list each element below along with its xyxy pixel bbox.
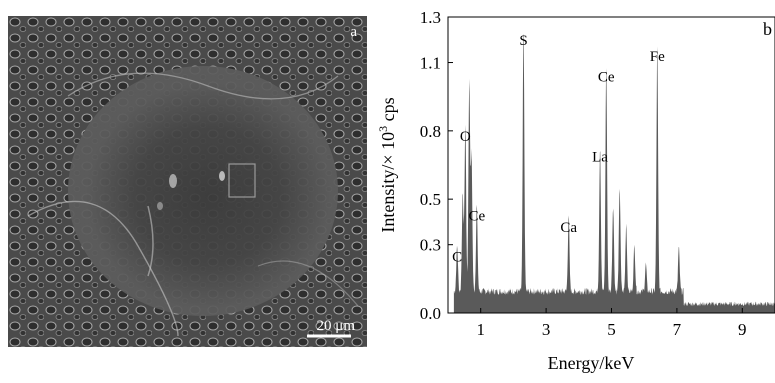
- y-tick-label: 0.5: [420, 190, 441, 209]
- y-tick-label: 1.1: [420, 54, 441, 73]
- eds-chart-svg: 0.0 0.3 0.5 0.8 1.1 1.3 1 3 5 7 9 C O Ce S Ca La Ce Fe I…: [376, 8, 775, 373]
- peak-label-ce: Ce: [468, 208, 485, 224]
- y-tick-label: 0.0: [420, 304, 441, 323]
- sem-panel-label: a: [350, 24, 357, 40]
- peak-label-fe: Fe: [650, 49, 665, 65]
- plot-frame: [447, 16, 775, 314]
- peak-label-ce: Ce: [598, 70, 615, 86]
- x-tick-label: 5: [607, 320, 616, 339]
- x-axis-label: Energy/keV: [548, 353, 635, 373]
- y-tick-label: 0.8: [420, 122, 441, 141]
- sem-micrograph: a 20 μm: [8, 16, 367, 347]
- eds-panel-label: b: [763, 19, 772, 39]
- peak-label-la: La: [592, 149, 608, 165]
- peak-label-s: S: [519, 33, 527, 49]
- sem-texture: [8, 16, 367, 347]
- peak-label-o: O: [460, 129, 471, 145]
- x-tick-label: 7: [673, 320, 682, 339]
- y-tick-label: 1.3: [420, 8, 441, 27]
- x-tick-label: 9: [738, 320, 747, 339]
- peak-label-ca: Ca: [560, 220, 577, 236]
- x-tick-label: 3: [542, 320, 551, 339]
- analysis-region-box: [228, 163, 256, 198]
- eds-spectrum-chart: 0.0 0.3 0.5 0.8 1.1 1.3 1 3 5 7 9 C O Ce S Ca La Ce Fe I…: [370, 0, 775, 378]
- x-tick-label: 1: [476, 320, 485, 339]
- scale-bar-text: 20 μm: [316, 318, 355, 334]
- peak-label-c: C: [452, 249, 462, 265]
- y-tick-label: 0.3: [420, 236, 441, 255]
- y-axis-label: Intensity/× 103 cps: [376, 97, 398, 232]
